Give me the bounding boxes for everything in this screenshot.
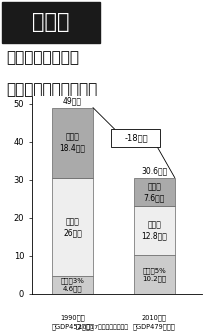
Text: 30.6兆円: 30.6兆円 xyxy=(141,167,167,176)
Bar xyxy=(52,108,93,178)
Text: 法人税
7.6兆円: 法人税 7.6兆円 xyxy=(143,182,164,202)
FancyBboxPatch shape xyxy=(111,129,160,147)
Text: 所得税
26兆円: 所得税 26兆円 xyxy=(63,217,82,237)
Text: -18兆円: -18兆円 xyxy=(123,133,147,142)
Text: 消費税アップでも: 消費税アップでも xyxy=(6,50,79,65)
Text: 税収ダウンは実証済み: 税収ダウンは実証済み xyxy=(6,82,97,97)
FancyBboxPatch shape xyxy=(2,2,100,43)
Text: 〈10／17「民医連新聞」〉: 〈10／17「民医連新聞」〉 xyxy=(75,325,129,330)
Text: 法人税
18.4兆円: 法人税 18.4兆円 xyxy=(59,132,85,153)
Bar xyxy=(133,255,174,294)
Bar xyxy=(52,276,93,294)
Bar xyxy=(133,207,174,255)
Text: 消費税5%
10.2兆円: 消費税5% 10.2兆円 xyxy=(142,267,165,282)
Text: 49兆円: 49兆円 xyxy=(63,97,82,106)
Text: 所得税
12.8兆円: 所得税 12.8兆円 xyxy=(141,221,166,241)
Bar xyxy=(133,178,174,207)
Text: 1990年度
（GDP452兆円）: 1990年度 （GDP452兆円） xyxy=(51,315,94,330)
Text: 消費税3%
4.6兆円: 消費税3% 4.6兆円 xyxy=(60,278,84,292)
Text: しかし: しかし xyxy=(32,12,70,32)
Text: 2010年度
（GDP479兆円）: 2010年度 （GDP479兆円） xyxy=(132,315,175,330)
Bar xyxy=(52,178,93,276)
